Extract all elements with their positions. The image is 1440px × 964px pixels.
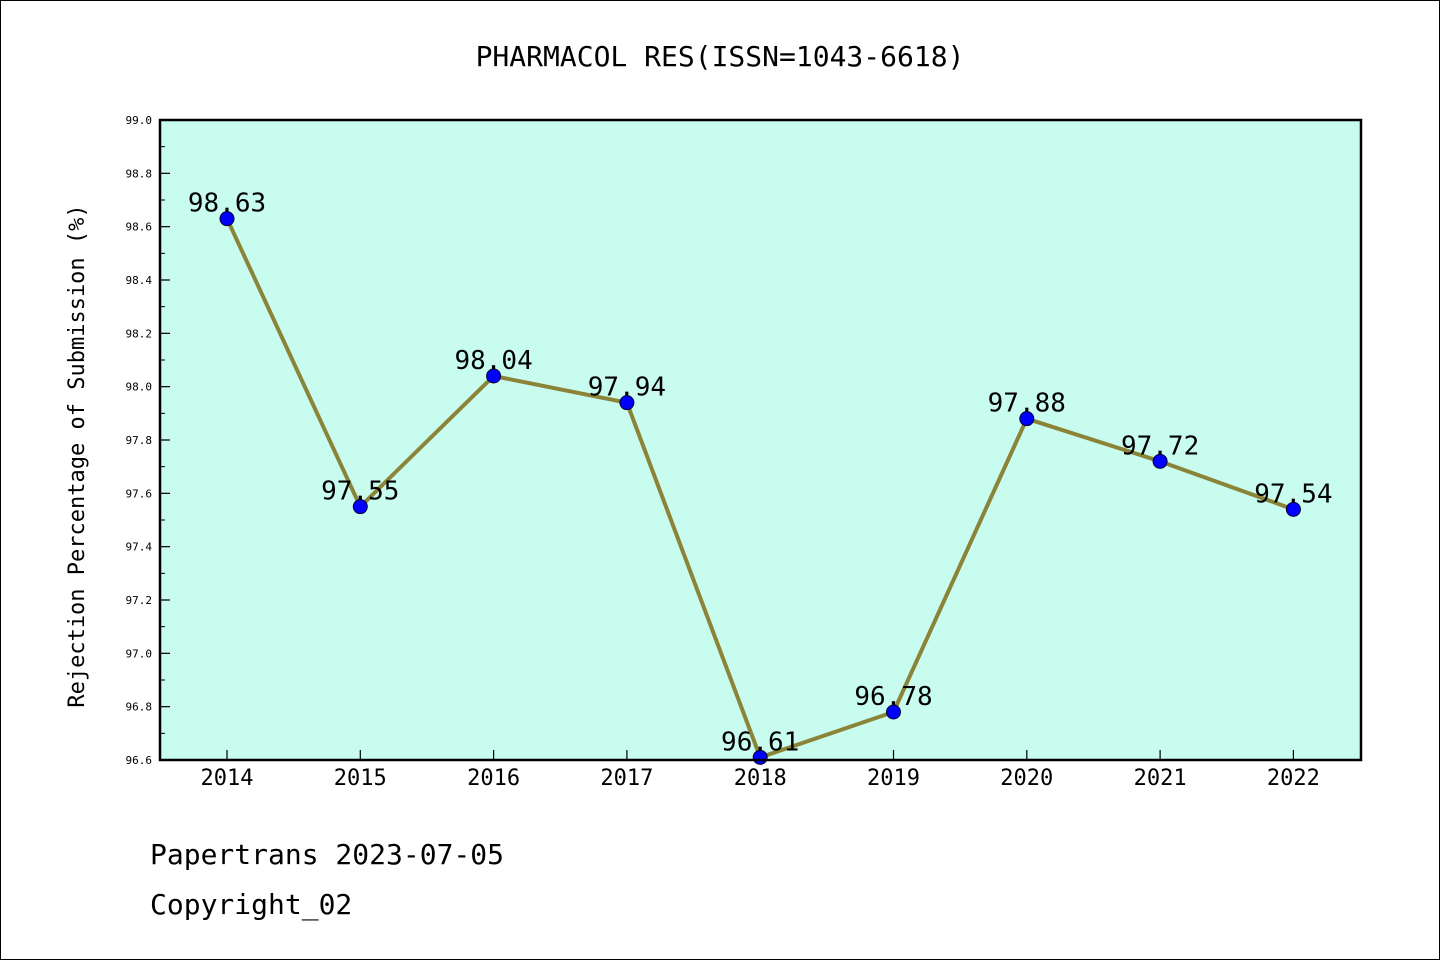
data-label: 97.54 — [1254, 479, 1332, 509]
data-point — [1019, 411, 1035, 427]
data-point — [486, 368, 502, 384]
y-tick-label: 97.2 — [126, 594, 153, 607]
x-tick-label: 2015 — [334, 766, 387, 791]
data-label: 97.72 — [1121, 431, 1199, 461]
data-label: 97.55 — [321, 477, 399, 507]
y-tick-label: 97.8 — [126, 434, 153, 447]
y-tick-label: 98.4 — [126, 274, 153, 287]
x-tick-label: 2020 — [1000, 766, 1053, 791]
y-tick-label: 97.0 — [126, 647, 153, 660]
y-tick-label: 96.6 — [126, 754, 153, 767]
data-point — [219, 211, 235, 227]
plot-area — [160, 120, 1361, 760]
data-point — [1152, 453, 1168, 469]
y-tick-label: 97.6 — [126, 487, 153, 500]
data-label: 96.78 — [854, 682, 932, 712]
data-point — [352, 499, 368, 515]
series-group: 98.63 97.55 98.04 97.94 96.61 96.78 97.88 97.72… — [188, 189, 1333, 765]
y-tick-label: 99.0 — [126, 114, 153, 127]
plot-frame — [158, 118, 1363, 762]
x-tick-label: 2014 — [201, 766, 254, 791]
chart-title: PHARMACOL RES(ISSN=1043-6618) — [476, 40, 965, 73]
data-point — [886, 704, 901, 720]
y-tick-label: 97.4 — [126, 541, 153, 554]
y-tick-label: 98.0 — [126, 381, 153, 394]
data-label: 96.61 — [721, 727, 799, 757]
x-tick-label: 2019 — [867, 766, 920, 791]
x-tick-label: 2022 — [1267, 766, 1320, 791]
data-point — [619, 395, 635, 411]
y-ticks: 96.6 96.8 97.0 97.2 97.4 97.6 97.8 98.0 98.2 98.4… — [126, 114, 170, 767]
x-tick-label: 2021 — [1134, 766, 1187, 791]
y-tick-label: 98.8 — [126, 167, 153, 180]
y-axis-label: Rejection Percentage of Submission (%) — [65, 204, 90, 707]
data-label: 97.88 — [988, 389, 1066, 419]
data-point — [1285, 501, 1301, 517]
x-ticks: 2014 2015 2016 2017 2018 2019 2020 2021 2022 — [201, 750, 1320, 791]
y-tick-label: 98.6 — [126, 221, 153, 234]
y-tick-label: 98.2 — [126, 327, 153, 340]
data-label: 98.04 — [454, 346, 532, 376]
x-tick-label: 2016 — [467, 766, 520, 791]
footer-copyright: Copyright_02 — [150, 888, 352, 922]
y-tick-label: 96.8 — [126, 701, 153, 714]
footer-date: Papertrans 2023-07-05 — [150, 838, 504, 871]
data-label: 97.94 — [588, 373, 666, 403]
data-label: 98.63 — [188, 189, 266, 219]
x-tick-label: 2018 — [734, 766, 787, 791]
x-tick-label: 2017 — [600, 766, 653, 791]
